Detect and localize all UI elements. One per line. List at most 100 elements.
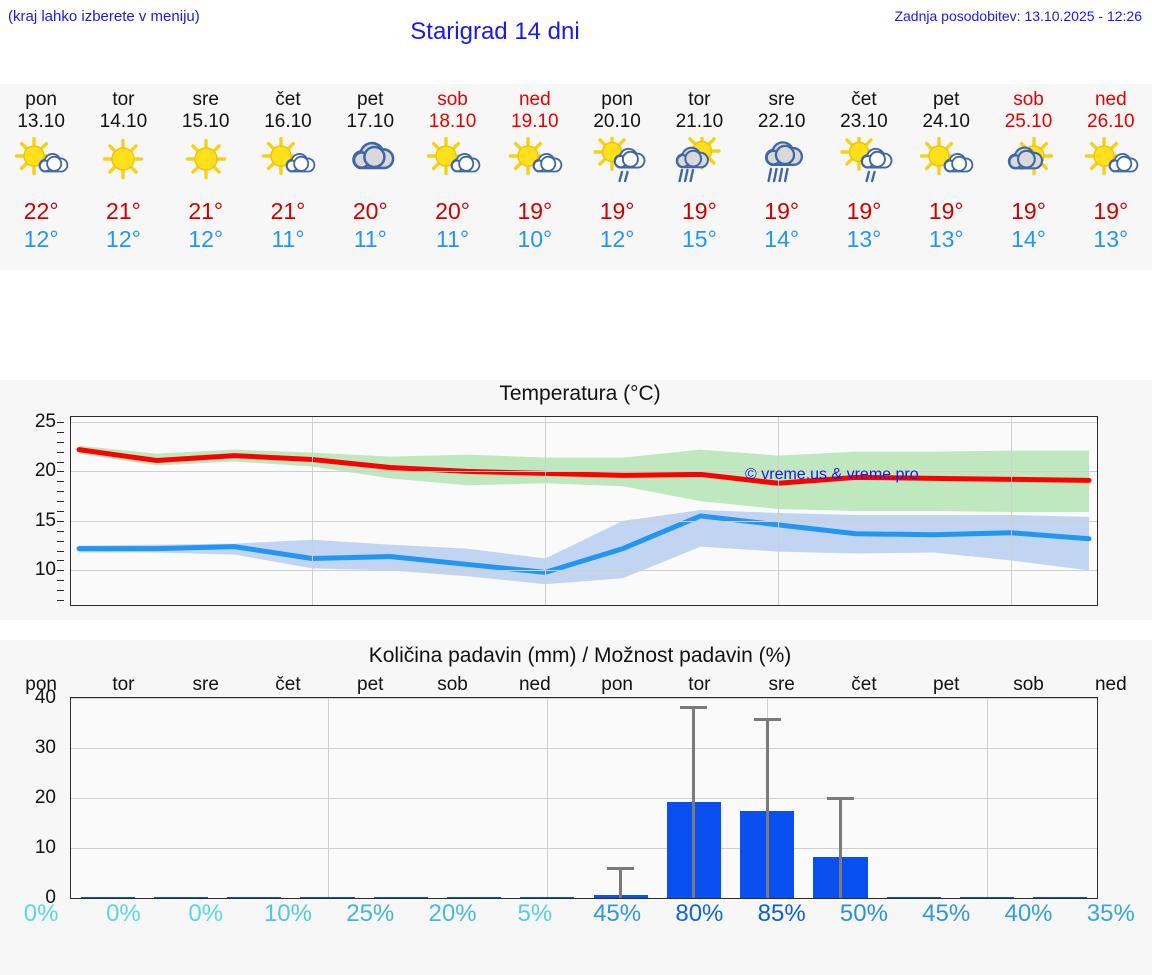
temperature-plot-area xyxy=(70,416,1098,606)
gridline-vertical xyxy=(778,417,780,605)
forecast-day-column[interactable]: čet 16.10 21° 11° xyxy=(247,84,329,270)
axis-tick xyxy=(57,511,64,512)
temperature-y-axis: 10 15 20 25 xyxy=(0,411,64,606)
temperature-series-svg xyxy=(76,445,1092,585)
gridline xyxy=(71,748,1097,749)
precipitation-bar[interactable] xyxy=(80,896,135,898)
forecast-day-column[interactable]: sob 25.10 19° 14° xyxy=(987,84,1069,270)
day-temp-min: 11° xyxy=(353,226,387,252)
day-temp-max: 21° xyxy=(270,198,306,224)
day-temp-max: 19° xyxy=(682,198,717,224)
day-temp-max: 22° xyxy=(23,198,59,224)
precipitation-y-tick-label: 10 xyxy=(34,837,56,858)
day-date: 14.10 xyxy=(99,111,148,132)
precipitation-bar[interactable] xyxy=(153,896,209,898)
precipitation-error-cap xyxy=(680,705,708,709)
day-name: sob xyxy=(1013,89,1044,110)
day-date: 13.10 xyxy=(17,111,65,132)
last-updated-text: Zadnja posodobitev: 13.10.2025 - 12:26 xyxy=(894,8,1142,24)
page-title: Starigrad 14 dni xyxy=(410,18,580,45)
precipitation-bar[interactable] xyxy=(227,896,282,898)
forecast-day-column[interactable]: sob 18.10 20° 11° xyxy=(411,84,493,270)
precipitation-y-tick-label: 40 xyxy=(34,687,56,708)
cloud-icon xyxy=(339,135,401,187)
gridline-vertical xyxy=(987,698,989,898)
gridline-vertical xyxy=(312,417,314,605)
precipitation-probability-label: 20% xyxy=(428,900,477,927)
day-date: 17.10 xyxy=(346,111,395,132)
precipitation-error-cap xyxy=(607,866,635,870)
precipitation-probability-label: 45% xyxy=(593,900,642,927)
forecast-day-column[interactable]: pon 20.10 19° 12° xyxy=(576,84,658,270)
page-header: (kraj lahko izberete v meniju) Starigrad… xyxy=(0,0,1152,60)
daily-forecast-strip: pon 13.10 22° 12° tor 14.10 21° 12° sre 15.10 21° 1… xyxy=(0,84,1152,270)
axis-tick xyxy=(57,570,64,572)
precipitation-bar[interactable] xyxy=(1033,896,1088,898)
precipitation-bar[interactable] xyxy=(373,896,428,898)
day-name: čet xyxy=(275,89,301,110)
precipitation-day-label: tor xyxy=(688,674,711,695)
axis-tick xyxy=(57,471,64,473)
precipitation-day-label: pet xyxy=(933,674,960,695)
day-temp-min: 12° xyxy=(106,226,141,252)
precipitation-bar[interactable] xyxy=(959,896,1015,898)
precipitation-day-label: čet xyxy=(275,674,301,695)
precipitation-probability-label: 80% xyxy=(675,900,724,927)
temperature-range-band xyxy=(79,510,1089,585)
day-date: 18.10 xyxy=(428,111,477,132)
day-temp-max: 19° xyxy=(928,198,964,224)
forecast-day-column[interactable]: ned 19.10 19° 10° xyxy=(494,84,576,270)
precipitation-bar[interactable] xyxy=(446,896,502,898)
forecast-day-column[interactable]: tor 21.10 19° 15° xyxy=(658,84,740,270)
forecast-day-column[interactable]: čet 23.10 19° 13° xyxy=(823,84,905,270)
axis-tick xyxy=(57,491,64,493)
precipitation-day-label: sob xyxy=(1013,674,1044,695)
day-name: ned xyxy=(518,89,551,110)
precipitation-day-label: čet xyxy=(851,674,877,695)
precipitation-bar[interactable] xyxy=(886,896,941,898)
forecast-day-column[interactable]: sre 15.10 21° 12° xyxy=(165,84,247,270)
day-name: pon xyxy=(601,89,633,110)
day-temp-min: 14° xyxy=(1011,226,1046,252)
precipitation-bar[interactable] xyxy=(520,896,575,898)
precipitation-y-axis: 0 10 20 30 40 xyxy=(0,687,64,908)
day-temp-max: 19° xyxy=(764,198,800,224)
day-temp-min: 15° xyxy=(682,226,717,252)
forecast-day-column[interactable]: pet 24.10 19° 13° xyxy=(905,84,987,270)
precipitation-probability-label: 35% xyxy=(1086,900,1135,927)
axis-tick xyxy=(57,520,64,522)
forecast-day-column[interactable]: sre 22.10 19° 14° xyxy=(741,84,823,270)
day-name: tor xyxy=(688,89,711,110)
day-name: pet xyxy=(357,89,384,110)
precipitation-y-tick-label: 20 xyxy=(34,787,56,808)
day-temp-min: 11° xyxy=(436,226,470,252)
sun-small-cloud-icon xyxy=(1080,135,1142,187)
precipitation-day-label: pet xyxy=(357,674,384,695)
day-temp-min: 13° xyxy=(1093,226,1129,252)
sun-small-cloud-icon xyxy=(10,135,72,187)
gridline xyxy=(71,520,1097,522)
day-temp-min: 14° xyxy=(764,226,800,252)
axis-tick xyxy=(57,431,64,433)
gridline xyxy=(71,471,1097,473)
sun-small-cloud-icon xyxy=(422,135,484,187)
forecast-day-column[interactable]: pet 17.10 20° 11° xyxy=(329,84,411,270)
temperature-chart-section: Temperatura (°C) 10 15 20 25 xyxy=(0,380,1152,620)
forecast-day-column[interactable]: pon 13.10 22° 12° xyxy=(0,84,82,270)
temperature-chart-title: Temperatura (°C) xyxy=(499,382,661,405)
axis-tick xyxy=(57,441,64,443)
forecast-day-column[interactable]: ned 26.10 19° 13° xyxy=(1070,84,1152,270)
axis-tick xyxy=(57,580,64,582)
menu-hint-text: (kraj lahko izberete v meniju) xyxy=(8,8,200,25)
day-name: sre xyxy=(768,89,795,110)
gridline xyxy=(71,570,1097,572)
forecast-day-column[interactable]: tor 14.10 21° 12° xyxy=(82,84,164,270)
day-temp-min: 10° xyxy=(517,226,553,252)
day-temp-min: 12° xyxy=(599,226,635,252)
axis-tick xyxy=(57,501,64,503)
precipitation-error-bar xyxy=(765,718,769,898)
precipitation-bar[interactable] xyxy=(300,896,355,898)
precipitation-probability-label: 0% xyxy=(106,900,141,927)
cloud-rain-icon xyxy=(751,135,813,187)
day-temp-max: 19° xyxy=(1011,198,1046,224)
